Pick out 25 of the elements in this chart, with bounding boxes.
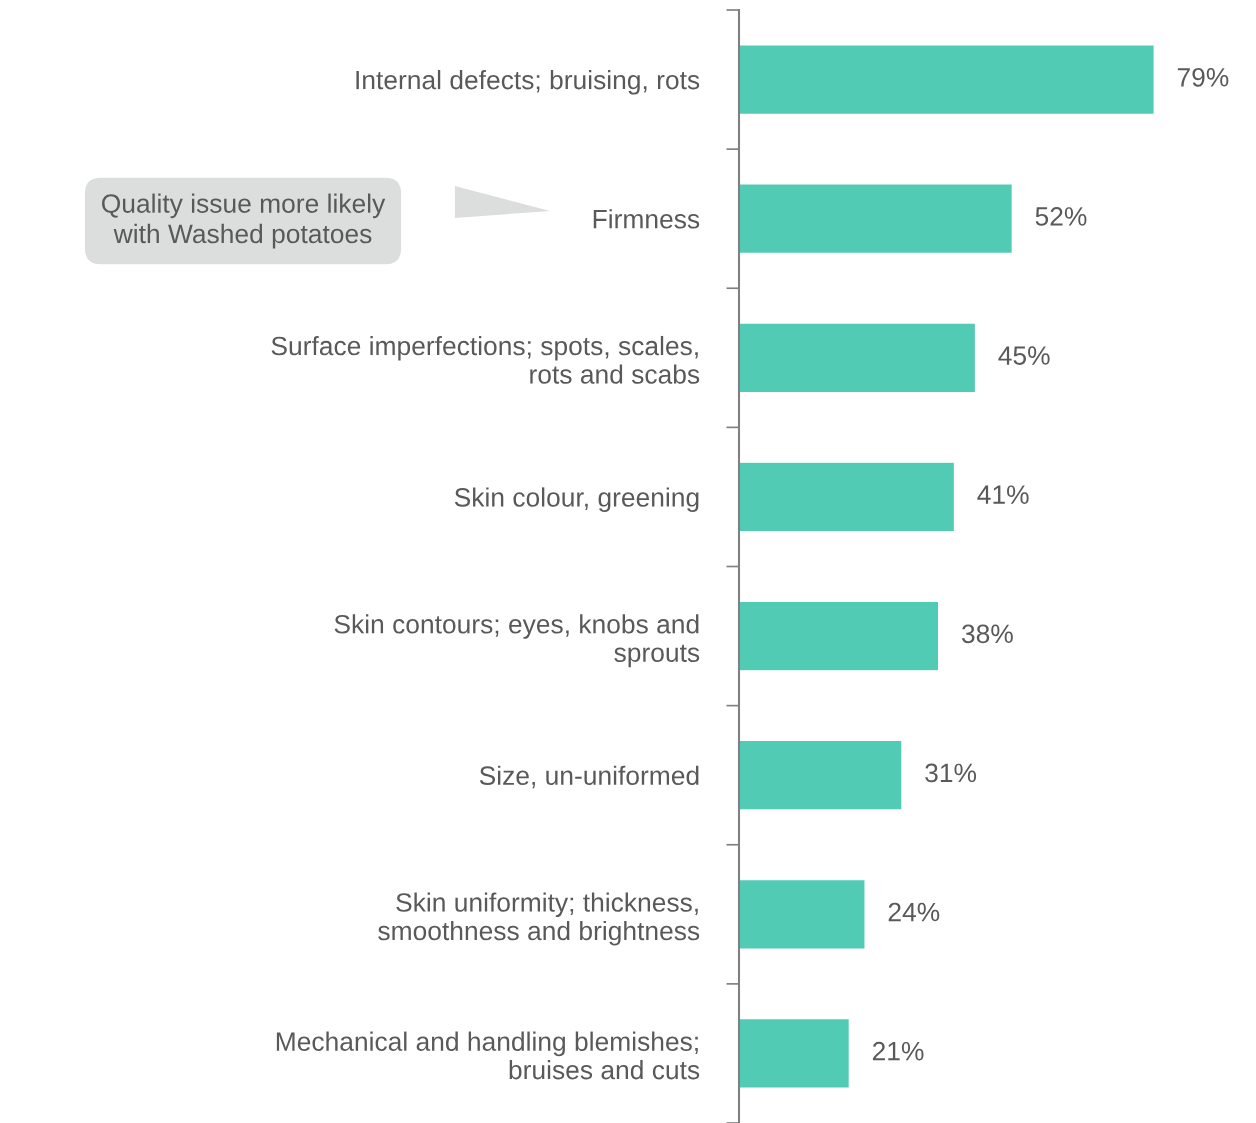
bar <box>739 878 866 950</box>
y-tick-label: Mechanical and handling blemishes; bruises and cuts <box>276 1031 700 1080</box>
data-label: 24% <box>888 902 940 922</box>
bar <box>739 1017 851 1089</box>
y-tick-label: Skin contours; eyes, knobs and sprouts <box>334 614 700 668</box>
y-tick-label: Surface imperfections; spots, scales, rots and scabs <box>271 335 700 384</box>
y-tick-label: Size, un-uniformed <box>479 765 699 789</box>
data-label: 41% <box>977 485 1029 504</box>
y-tick-label: Skin uniformity; thickness, smoothness and brightness <box>378 892 700 946</box>
data-label: 21% <box>872 1041 924 1061</box>
bar <box>739 600 940 672</box>
bar <box>739 739 903 811</box>
bar <box>739 322 977 394</box>
y-tick-label: Skin colour, greening <box>454 487 699 512</box>
bar <box>739 183 1014 255</box>
bar <box>739 461 956 533</box>
data-label: 38% <box>961 624 1013 644</box>
data-label: 45% <box>998 346 1050 365</box>
y-tick-label: Firmness <box>593 209 700 229</box>
data-label: 31% <box>925 763 977 783</box>
text: Quality issue more likely with Washed potatoes <box>102 193 386 249</box>
data-label: 79% <box>1177 67 1229 87</box>
bar <box>739 44 1155 116</box>
data-label: 52% <box>1035 207 1087 226</box>
y-tick-label: Internal defects; bruising, rots <box>356 70 700 95</box>
